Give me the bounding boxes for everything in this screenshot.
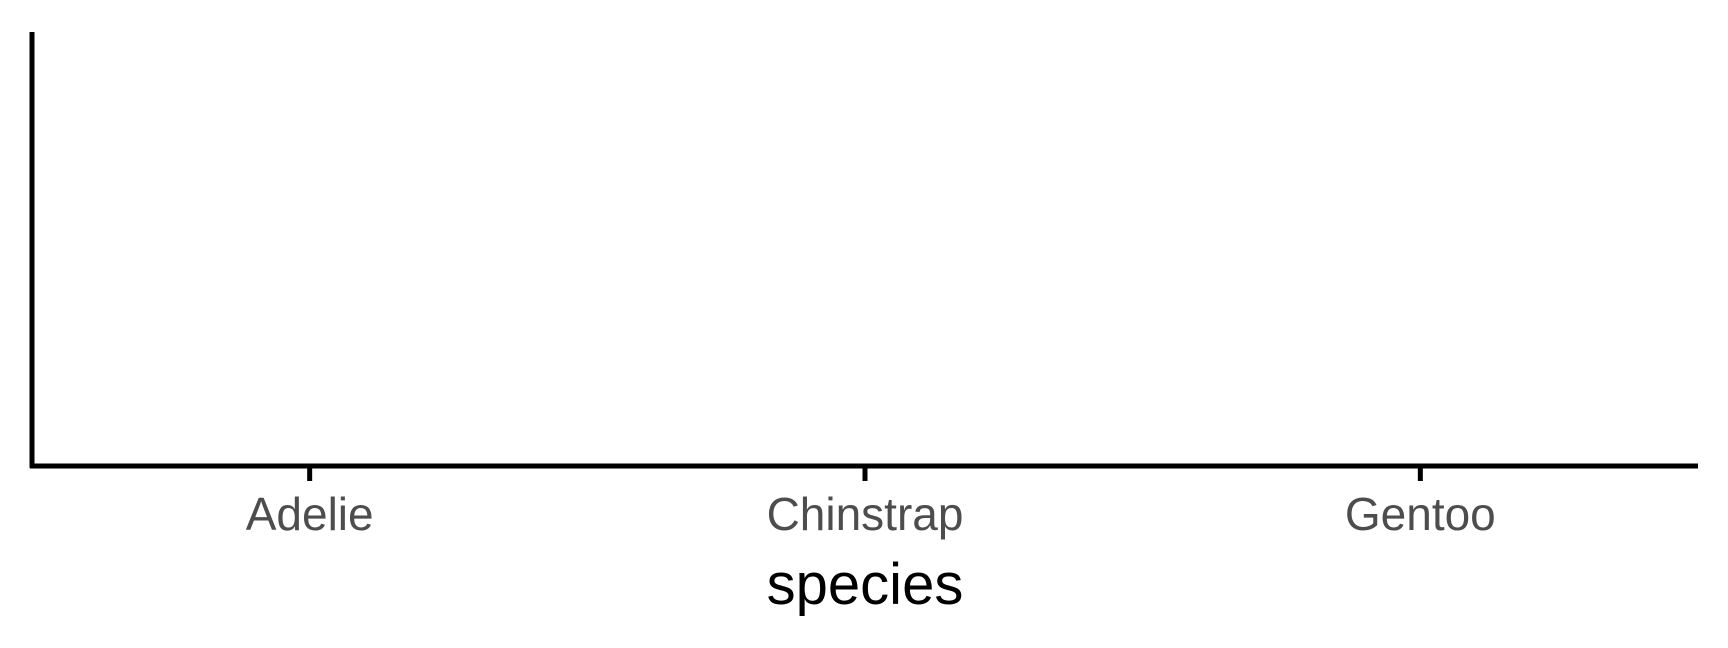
x-axis-tick-labels: Adelie Chinstrap Gentoo <box>246 488 1496 540</box>
x-tick-label-gentoo: Gentoo <box>1345 488 1496 540</box>
x-tick-label-chinstrap: Chinstrap <box>767 488 964 540</box>
x-tick-label-adelie: Adelie <box>246 488 374 540</box>
x-axis-title: species <box>767 552 964 617</box>
x-axis-ticks <box>307 466 1423 481</box>
